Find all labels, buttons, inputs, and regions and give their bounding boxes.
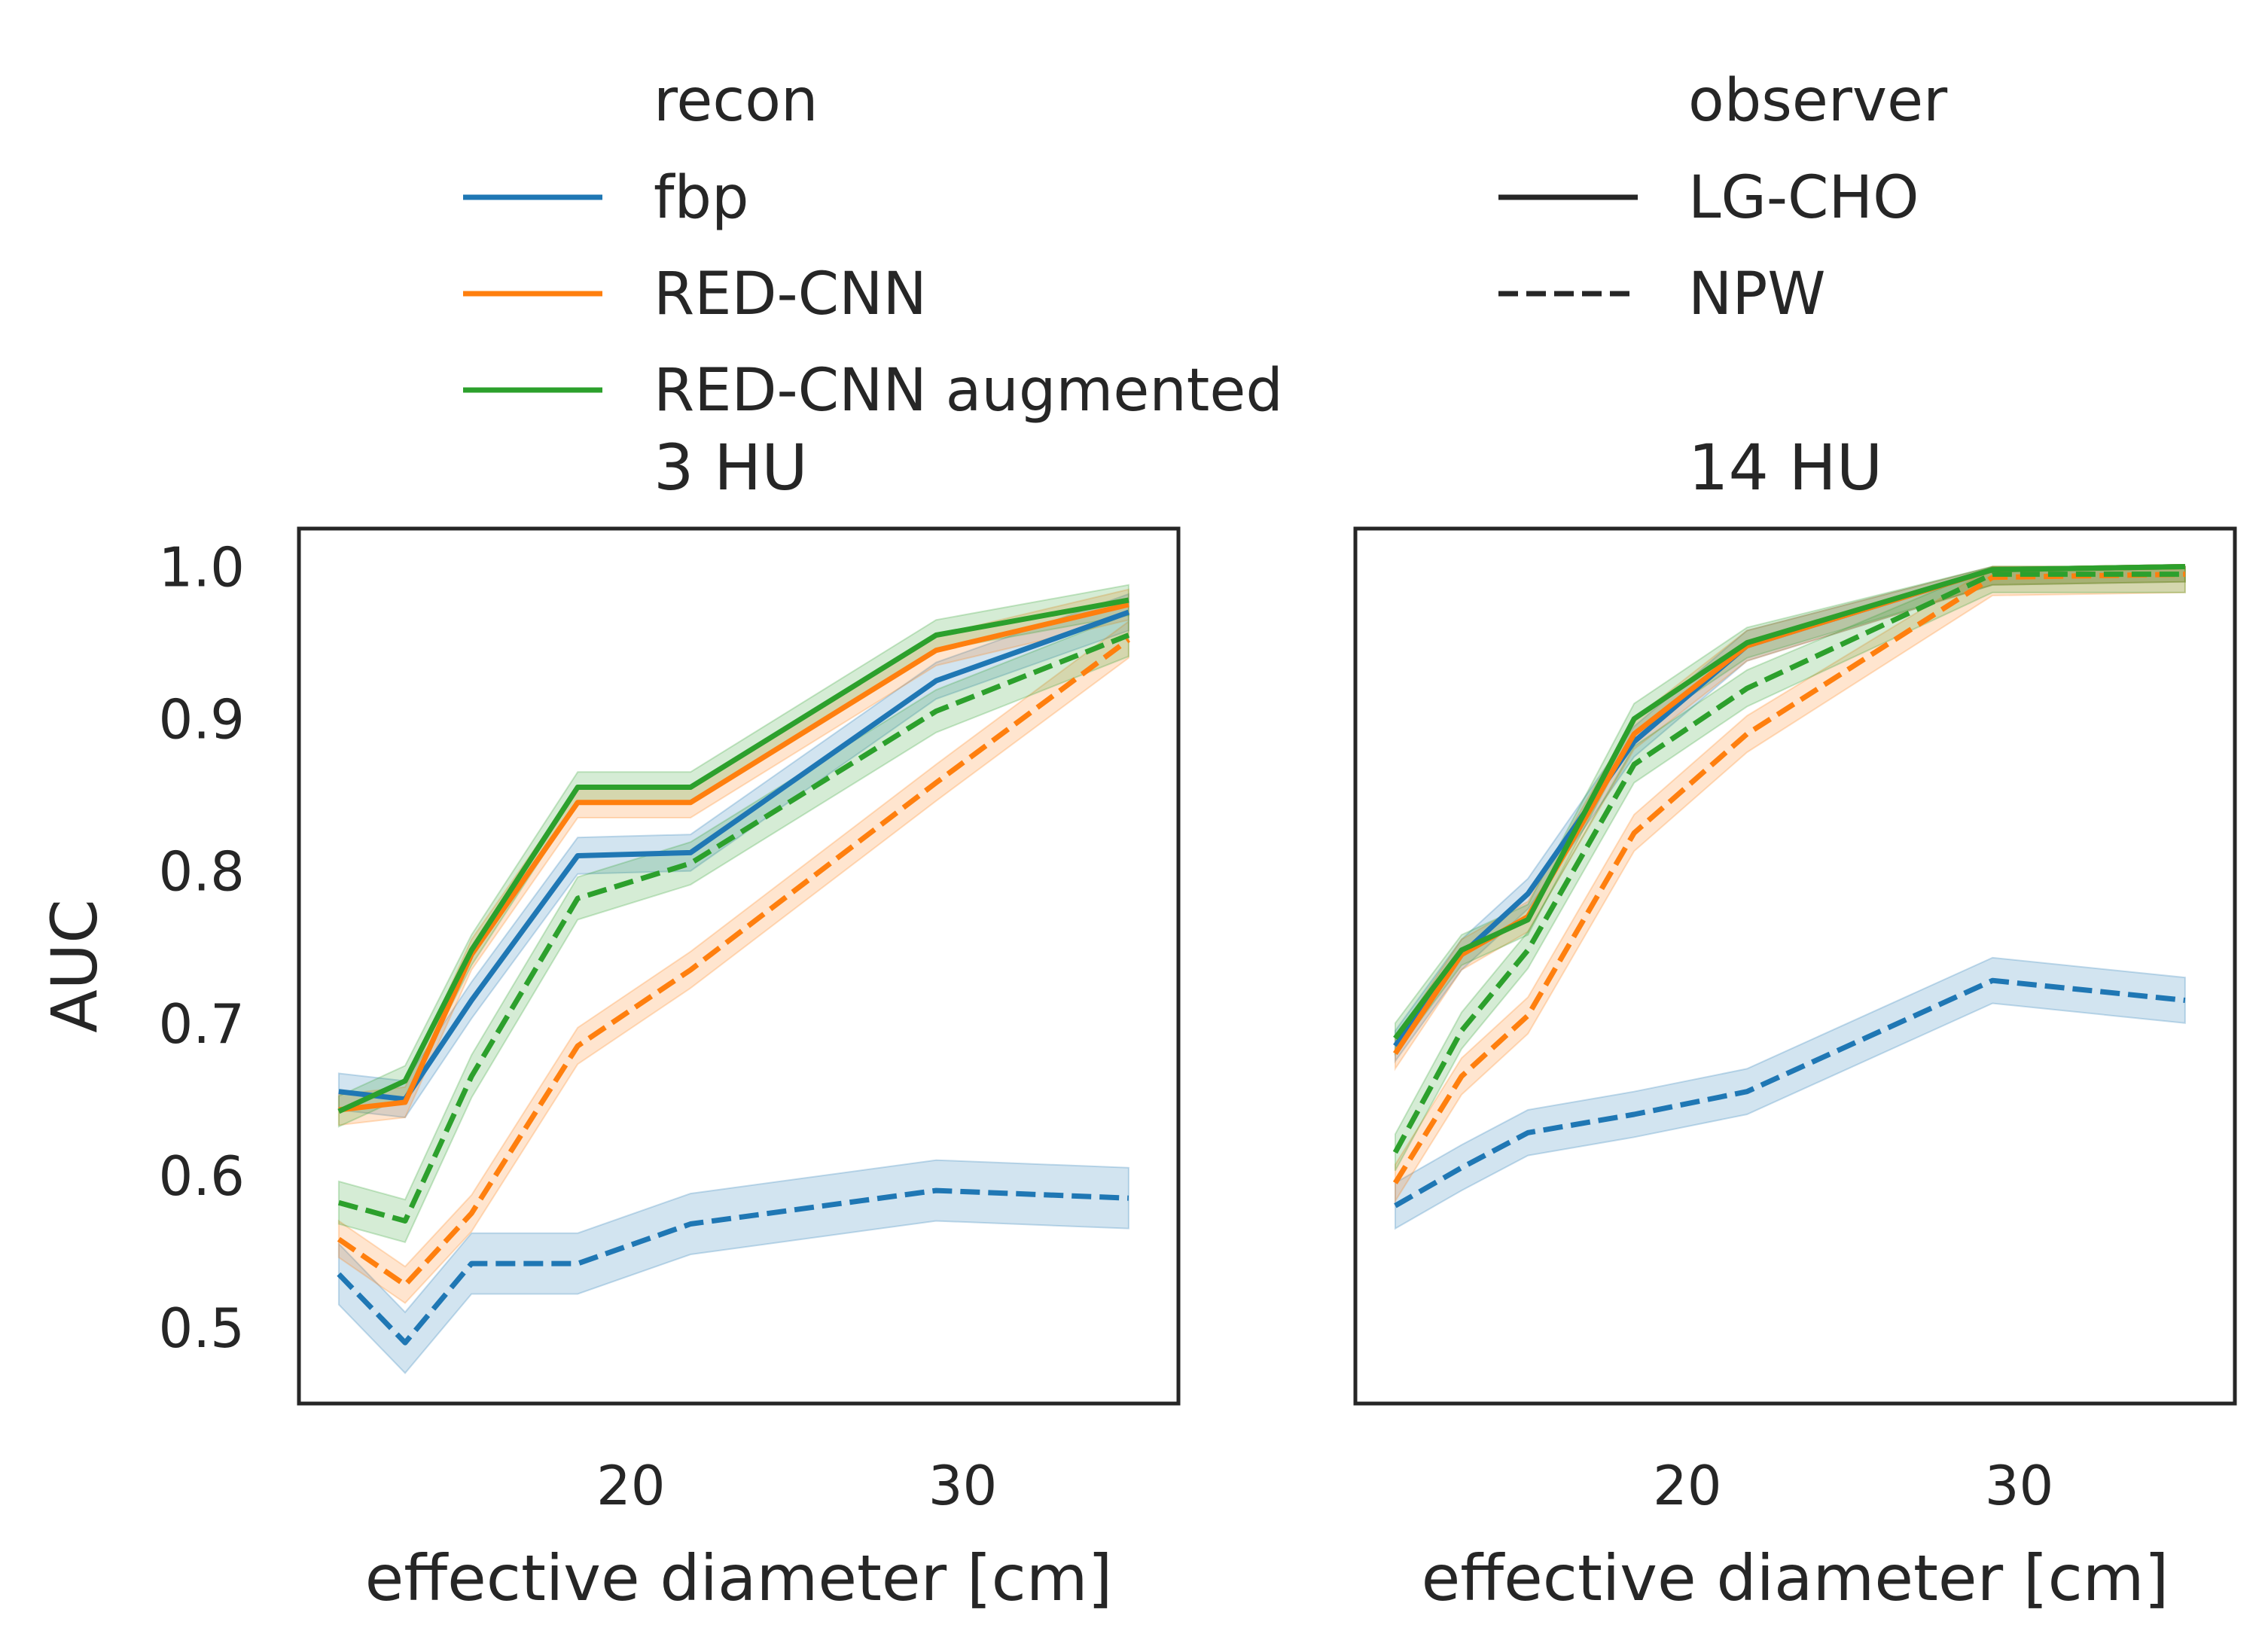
legend-item-red-cnn-augmented: RED-CNN augmented — [463, 357, 1283, 425]
y-tick-label-0-5: 0.5 — [158, 1297, 245, 1360]
line-red-cnn-augmented-npw-3-hu — [337, 632, 1130, 1224]
band-fbp-lg-cho-3-hu — [337, 593, 1129, 1119]
x-tick-label-30-3-hu: 30 — [928, 1454, 998, 1517]
legend-item-npw: NPW — [1498, 261, 1826, 328]
x-ticks-14hu: 20 30 — [1653, 1454, 2053, 1517]
x-tick-label-30-14-hu: 30 — [1985, 1454, 2054, 1517]
line-red-cnn-npw-14-hu — [1392, 571, 2185, 1184]
line-red-cnn-augmented-lg-cho-3-hu — [337, 597, 1129, 1114]
legend-label-red-cnn: RED-CNN — [654, 261, 927, 328]
band-fbp-lg-cho-14-hu — [1394, 565, 2186, 1064]
line-fbp-npw-14-hu — [1394, 977, 2186, 1209]
legend-label-fbp: fbp — [654, 164, 748, 232]
legend-label-red-cnn-augmented: RED-CNN augmented — [654, 357, 1283, 425]
line-red-cnn-lg-cho-3-hu — [338, 602, 1129, 1113]
legend-item-lg-cho: LG-CHO — [1498, 164, 1919, 232]
panel-14hu: 14 HU 20 30 effective diameter [cm] — [1353, 431, 2237, 1615]
legend-observer-title: observer — [1688, 67, 1948, 135]
x-tick-label-20-14-hu: 20 — [1653, 1454, 1722, 1517]
legend-recon-title: recon — [654, 67, 818, 135]
y-axis-label: AUC — [38, 899, 111, 1033]
band-red-cnn-augmented-npw-14-hu — [1394, 565, 2186, 1172]
y-tick-label-0-9: 0.9 — [158, 688, 245, 751]
line-red-cnn-augmented-npw-14-hu — [1392, 571, 2185, 1154]
plot-area-3hu — [337, 584, 1130, 1375]
x-axis-label-14hu: effective diameter [cm] — [1422, 1541, 2169, 1615]
legend-label-lg-cho: LG-CHO — [1688, 164, 1919, 232]
band-red-cnn-npw-14-hu — [1394, 565, 2186, 1204]
x-tick-label-20-3-hu: 20 — [596, 1454, 666, 1517]
band-fbp-npw-14-hu — [1394, 956, 2186, 1230]
axes-frame-3hu — [297, 526, 1181, 1406]
line-red-cnn-augmented-lg-cho-14-hu — [1393, 564, 2185, 1041]
band-red-cnn-augmented-npw-3-hu — [337, 612, 1129, 1243]
line-fbp-npw-3-hu — [337, 1187, 1129, 1346]
y-ticks: 0.5 0.6 0.7 0.8 0.9 1.0 — [158, 536, 245, 1361]
legend-item-fbp: fbp — [463, 164, 748, 232]
y-tick-label-0-7: 0.7 — [158, 992, 245, 1056]
band-red-cnn-augmented-lg-cho-14-hu — [1394, 565, 2186, 1056]
legend-recon: recon fbp RED-CNN RED-CNN augmented — [463, 67, 1283, 425]
x-axis-label-3hu: effective diameter [cm] — [365, 1541, 1113, 1615]
y-tick-label-1-0: 1.0 — [158, 536, 245, 599]
y-tick-label-0-8: 0.8 — [158, 840, 245, 904]
panel-title-14hu: 14 HU — [1688, 431, 1882, 504]
legend-item-red-cnn: RED-CNN — [463, 261, 927, 328]
band-red-cnn-npw-3-hu — [337, 620, 1129, 1304]
panel-3hu: 3 HU 20 30 0.50.60.70.80.91.0 effective d… — [38, 431, 1181, 1615]
plot-area-14hu — [1392, 564, 2186, 1230]
legend-label-npw: NPW — [1688, 261, 1826, 328]
axes-frame-14hu — [1353, 526, 2237, 1406]
line-red-cnn-npw-3-hu — [337, 637, 1130, 1288]
band-fbp-npw-3-hu — [337, 1159, 1129, 1375]
y-tick-label-0-6: 0.6 — [158, 1145, 245, 1208]
panel-title-3hu: 3 HU — [654, 431, 808, 504]
x-ticks-3hu: 20 30 — [596, 1454, 997, 1517]
legend-observer: observer LG-CHO NPW — [1498, 67, 1948, 328]
